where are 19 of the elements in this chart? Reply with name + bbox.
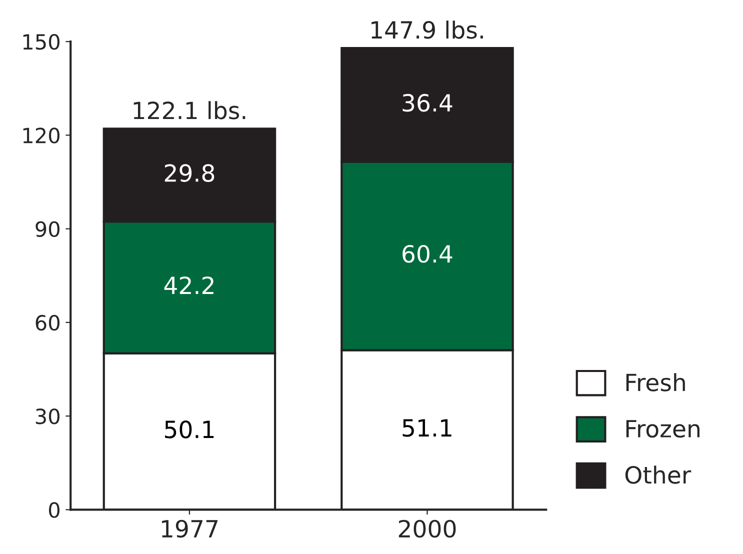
y-tick-label: 0: [48, 502, 60, 518]
y-tick-label: 30: [36, 408, 60, 424]
y-tick-label: 150: [23, 34, 60, 50]
legend-label: Other: [625, 466, 692, 484]
y-tick-label: 60: [36, 314, 60, 331]
y-tick-label: 90: [36, 221, 60, 238]
total-label: 122.1 lbs.: [134, 101, 246, 120]
legend-label: Frozen: [626, 420, 700, 438]
x-tick-label: 2000: [398, 520, 456, 538]
y-tick-label: 120: [23, 128, 60, 144]
data-label: 60.4: [402, 244, 452, 263]
x-tick-label: 1977: [162, 520, 218, 538]
legend-label: Fresh: [626, 373, 685, 392]
data-label: 36.4: [402, 94, 452, 112]
data-label: 51.1: [402, 419, 452, 437]
data-label: 50.1: [165, 420, 214, 438]
data-label: 42.2: [164, 276, 214, 294]
data-label: 29.8: [164, 164, 214, 182]
total-label: 147.9 lbs.: [372, 20, 483, 39]
